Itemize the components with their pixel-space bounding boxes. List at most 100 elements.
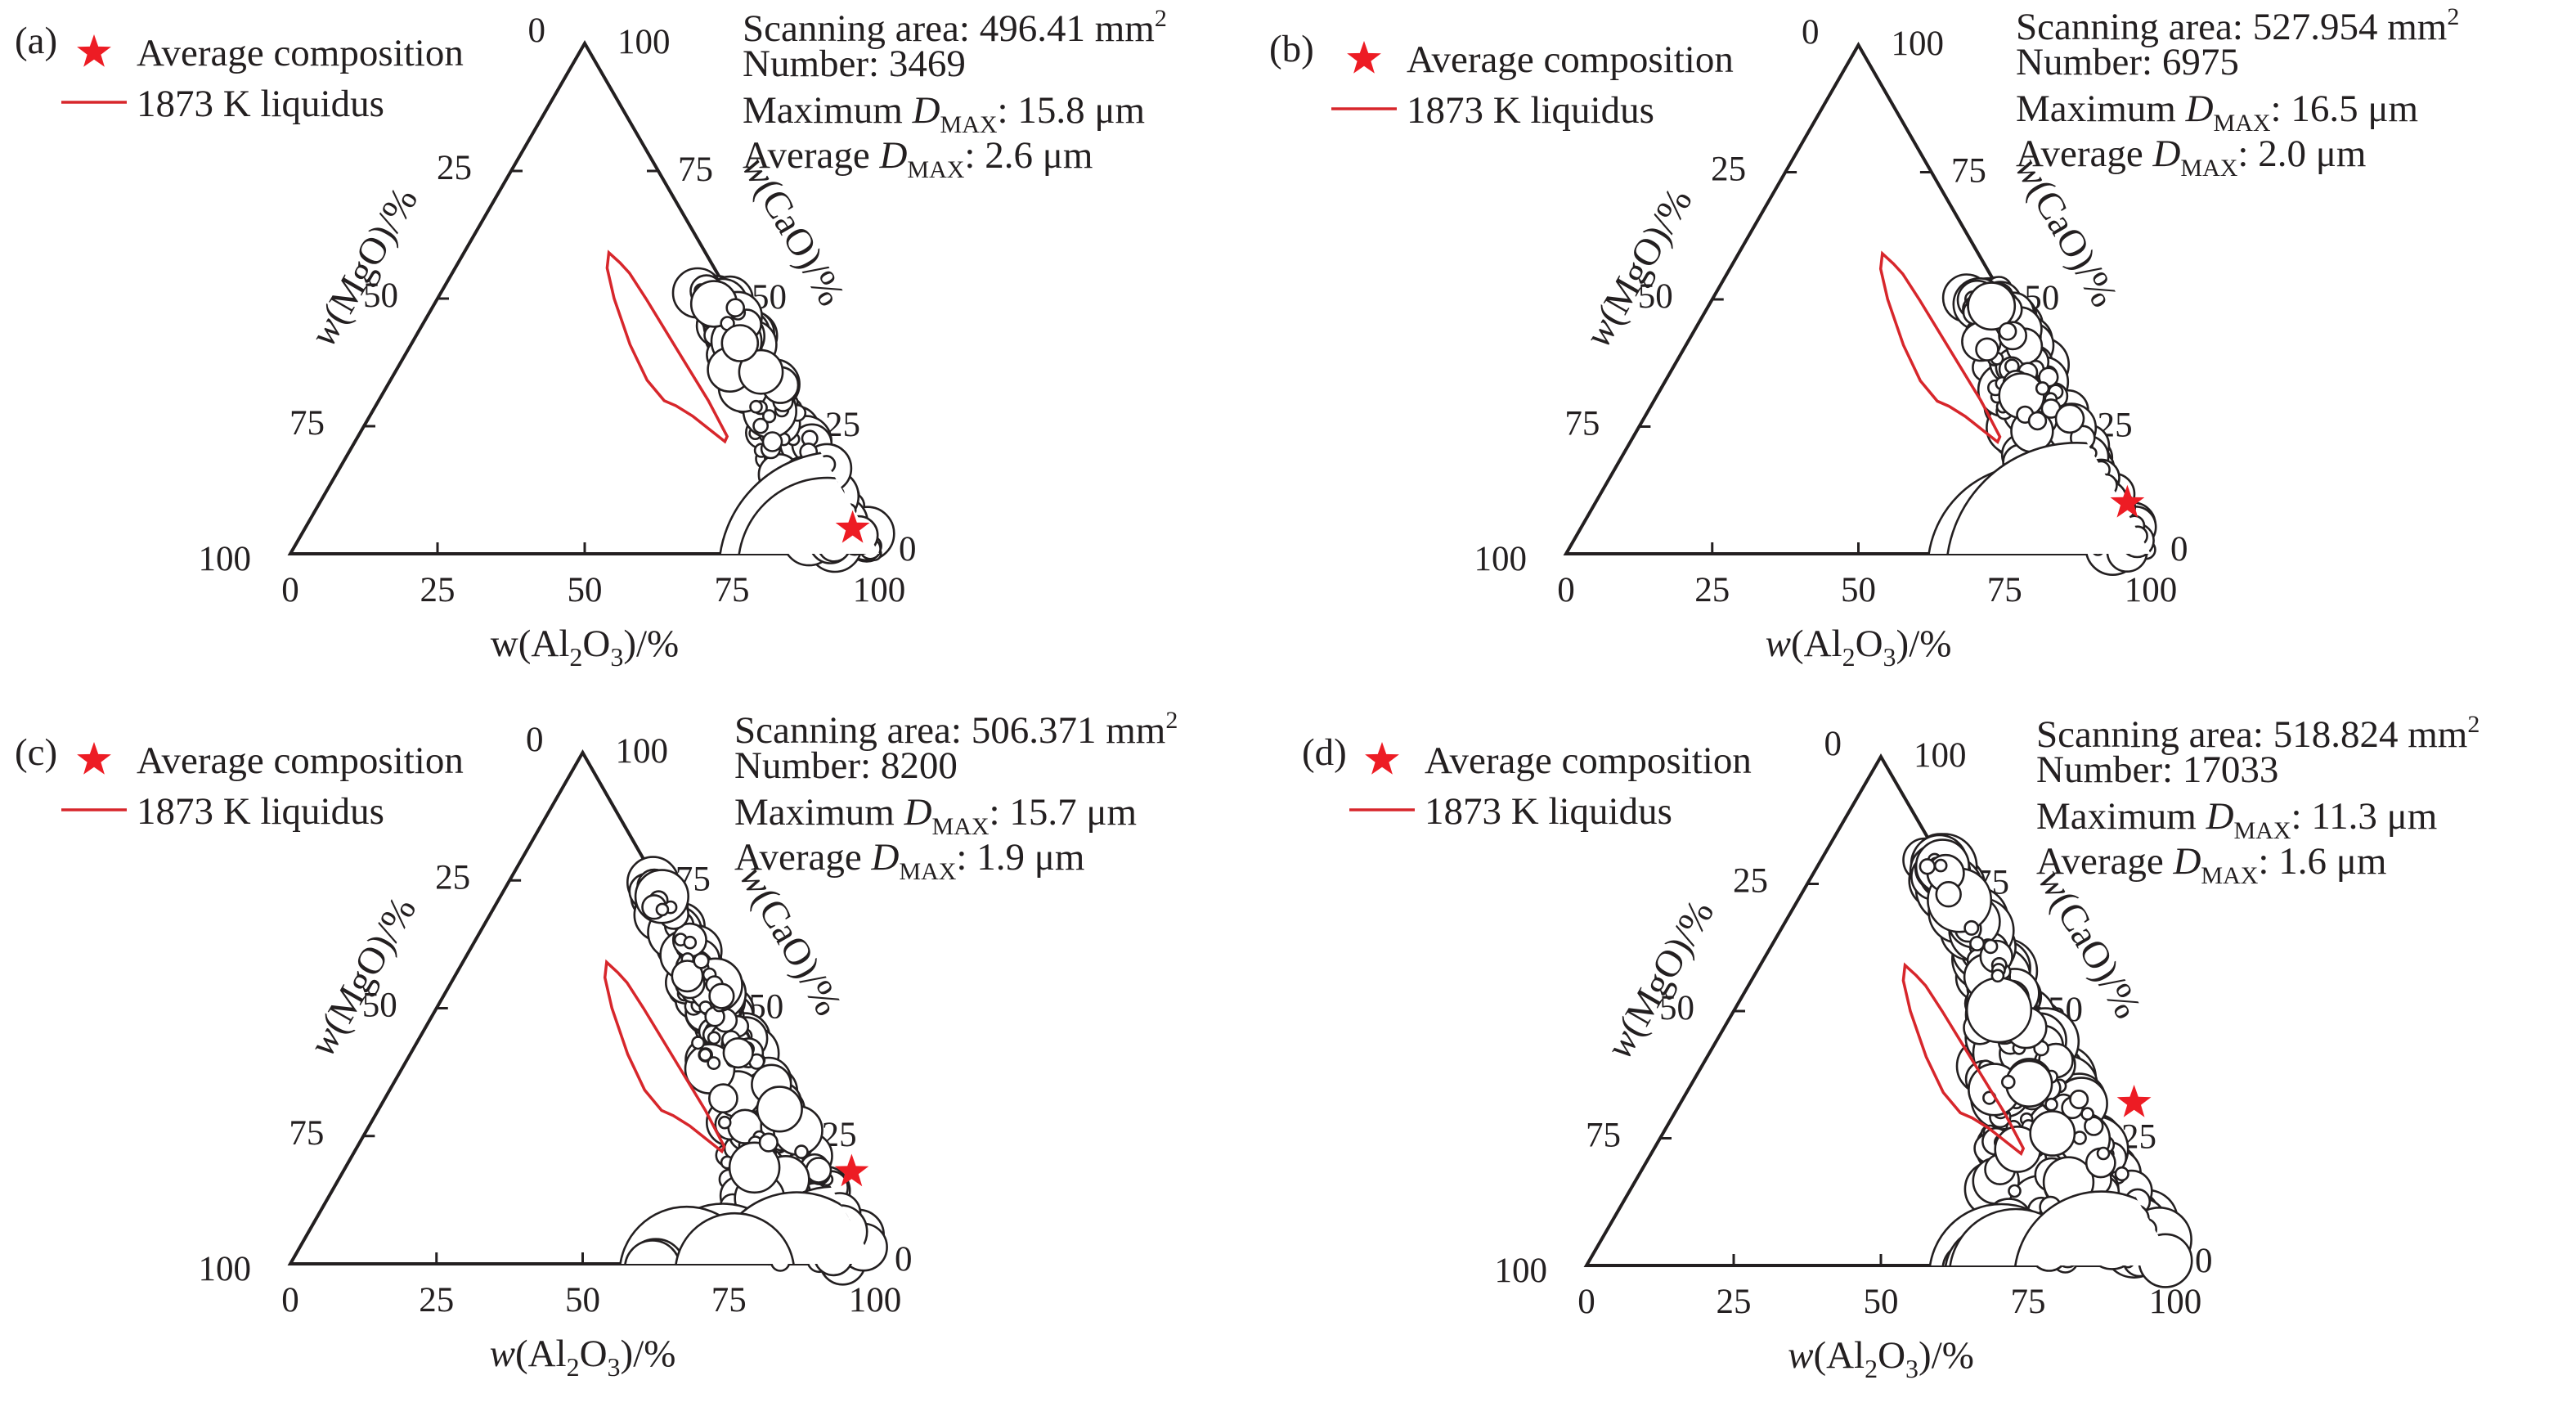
- average-composition-marker: [2116, 1085, 2152, 1117]
- bottom-axis-label: w(Al2O3)/%: [1788, 1334, 1974, 1383]
- bottom-tick-label: 50: [568, 571, 603, 609]
- max-dmax-text: Maximum DMAX: 15.8 μm: [743, 89, 1145, 138]
- inclusion-point: [2001, 1074, 2016, 1090]
- panel-label: (b): [1269, 28, 1314, 70]
- left-tick-label: 50: [363, 276, 398, 315]
- inclusion-point: [2027, 411, 2048, 431]
- bottom-tick-label: 50: [565, 1281, 600, 1319]
- inclusion-point: [720, 324, 760, 362]
- inclusion-point: [2084, 1116, 2104, 1136]
- legend-star-icon: [77, 742, 111, 775]
- inclusion-point: [717, 1115, 732, 1130]
- left-tick-label: 75: [289, 1114, 324, 1153]
- panel-label: (c): [15, 731, 57, 774]
- inclusion-point: [752, 417, 770, 434]
- bottom-tick-label: 75: [1987, 571, 2022, 609]
- legend-liquidus-label: 1873 K liquidus: [137, 790, 384, 833]
- inclusion-point: [698, 1048, 712, 1062]
- inclusion-point: [728, 1141, 781, 1194]
- bottom-tick-label: 100: [849, 1281, 902, 1319]
- left-tick-label: 100: [1495, 1252, 1548, 1290]
- inclusion-point: [1965, 977, 2033, 1044]
- legend-star-icon: [1347, 41, 1381, 74]
- inclusion-points: [626, 856, 888, 1286]
- left-axis-label: w(MgO)/%: [1598, 893, 1722, 1066]
- inclusion-point: [1963, 919, 1980, 936]
- scanning-area-text: Scanning area: 518.824 mm2: [2036, 711, 2480, 756]
- legend-average-label: Average composition: [137, 739, 464, 782]
- inclusion-point: [1919, 858, 1936, 875]
- inclusion-point: [722, 1036, 754, 1069]
- bottom-tick-label: 0: [281, 1281, 299, 1319]
- inclusion-point: [2013, 1190, 2175, 1265]
- legend-star-icon: [77, 34, 111, 67]
- left-tick-label: 25: [1733, 862, 1768, 901]
- right-tick-label: 0: [899, 530, 917, 569]
- left-axis-label: w(MgO)/%: [301, 890, 425, 1063]
- inclusion-point: [794, 1144, 809, 1159]
- inclusion-point: [707, 1056, 721, 1070]
- left-tick-label: 75: [1586, 1117, 1621, 1155]
- inclusion-point: [738, 348, 784, 395]
- legend-liquidus-label: 1873 K liquidus: [137, 83, 384, 125]
- left-tick-label: 0: [526, 721, 544, 759]
- inclusion-point: [623, 1239, 681, 1264]
- legend-average-label: Average composition: [1407, 38, 1734, 81]
- inclusion-point: [708, 982, 735, 1009]
- bottom-tick-label: 0: [1577, 1283, 1595, 1321]
- left-axis-label: w(MgO)/%: [302, 181, 426, 353]
- inclusion-point: [761, 431, 783, 452]
- right-tick-label: 75: [678, 151, 713, 189]
- inclusion-point: [1967, 281, 2017, 331]
- left-tick-label: 0: [1824, 725, 1842, 763]
- liquidus-curve: [605, 249, 729, 444]
- right-tick-label: 0: [895, 1240, 913, 1279]
- panel-label: (d): [1302, 731, 1347, 774]
- bottom-tick-label: 25: [420, 571, 456, 609]
- bottom-tick-label: 100: [853, 571, 906, 609]
- left-tick-label: 75: [1564, 405, 1600, 443]
- right-tick-label: 100: [1892, 25, 1945, 63]
- left-tick-label: 100: [199, 540, 252, 578]
- inclusion-point: [758, 1132, 779, 1153]
- liquidus-curve: [603, 959, 726, 1154]
- right-tick-label: 75: [1951, 152, 1986, 191]
- left-tick-label: 25: [435, 858, 470, 897]
- inclusion-point: [2069, 1090, 2089, 1110]
- left-tick-label: 100: [199, 1250, 252, 1288]
- bottom-tick-label: 50: [1864, 1283, 1899, 1321]
- bottom-tick-label: 75: [715, 571, 750, 609]
- bottom-tick-label: 0: [1557, 571, 1575, 609]
- large-inclusions: [618, 1185, 875, 1264]
- inclusion-point: [1990, 969, 2005, 983]
- max-dmax-text: Maximum DMAX: 16.5 μm: [2016, 88, 2418, 137]
- inclusion-point: [1983, 938, 1999, 955]
- bottom-axis-label: w(Al2O3)/%: [490, 1333, 676, 1382]
- inclusion-point: [2114, 1166, 2129, 1182]
- left-tick-label: 75: [289, 404, 325, 443]
- liquidus-curve: [1901, 962, 2026, 1156]
- inclusion-point: [683, 935, 698, 950]
- number-text: Number: 6975: [2016, 41, 2239, 83]
- number-text: Number: 17033: [2036, 748, 2278, 791]
- panel-label: (a): [15, 20, 57, 62]
- bottom-tick-label: 75: [711, 1281, 747, 1319]
- liquidus-curve: [1878, 250, 2002, 444]
- inclusion-point: [691, 1036, 706, 1050]
- inclusion-point: [756, 1086, 803, 1133]
- inclusion-point: [1933, 858, 1948, 873]
- inclusion-point: [655, 902, 670, 917]
- inclusion-point: [2029, 1110, 2076, 1157]
- bottom-tick-label: 0: [281, 571, 299, 609]
- inclusion-point: [725, 298, 746, 318]
- bottom-tick-label: 50: [1841, 571, 1876, 609]
- inclusion-point: [2035, 381, 2050, 396]
- inclusion-point: [693, 952, 710, 969]
- scanning-area-text: Scanning area: 496.41 mm2: [743, 5, 1167, 50]
- number-text: Number: 8200: [734, 744, 958, 787]
- inclusion-point: [761, 409, 777, 424]
- max-dmax-text: Maximum DMAX: 11.3 μm: [2036, 795, 2437, 844]
- inclusion-point: [707, 1031, 721, 1045]
